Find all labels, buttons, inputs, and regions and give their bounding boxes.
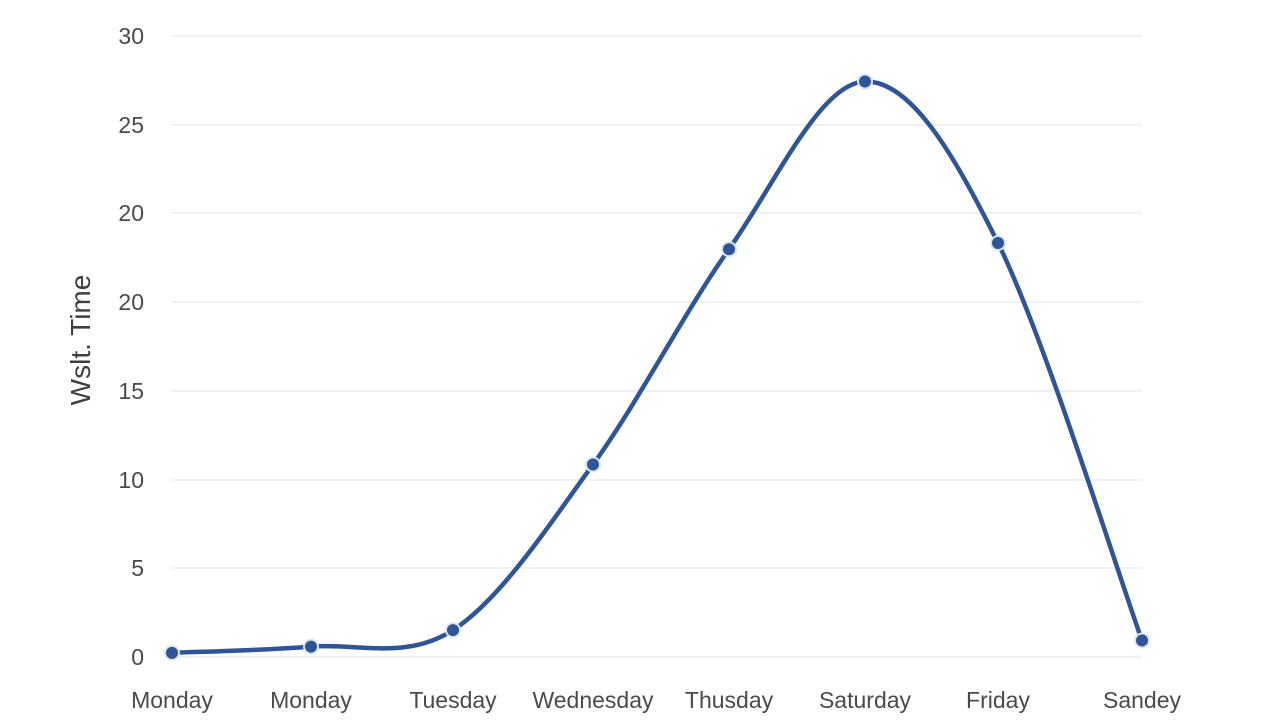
data-point bbox=[447, 624, 459, 637]
x-tick-label: Monday bbox=[270, 687, 352, 713]
x-tick-label: Wednesday bbox=[532, 687, 654, 713]
x-tick-label: Friday bbox=[966, 687, 1030, 713]
data-point bbox=[166, 646, 178, 659]
marker-layer bbox=[164, 73, 1150, 661]
series-line bbox=[169, 79, 1145, 656]
data-point bbox=[1136, 634, 1148, 647]
data-point bbox=[859, 75, 871, 88]
x-tick-label: Saturday bbox=[819, 687, 912, 713]
y-axis-title: Wslt. Time bbox=[65, 275, 96, 406]
y-tick-label: 30 bbox=[118, 23, 144, 49]
x-tick-label: Thusday bbox=[685, 687, 774, 713]
x-tick-label: Monday bbox=[131, 687, 213, 713]
series-layer bbox=[169, 79, 1145, 656]
y-axis-ticks: 0 5 10 15 20 20 25 30 bbox=[118, 23, 144, 670]
y-tick-label: 10 bbox=[118, 467, 144, 493]
y-tick-label: 15 bbox=[118, 378, 144, 404]
y-tick-label: 25 bbox=[118, 112, 144, 138]
data-point bbox=[992, 237, 1004, 249]
y-tick-label: 20 bbox=[118, 289, 144, 315]
x-axis-ticks: Monday Monday Tuesday Wednesday Thusday Satur… bbox=[131, 687, 1181, 713]
x-tick-label: Sandey bbox=[1103, 687, 1182, 713]
y-tick-label: 0 bbox=[131, 644, 144, 670]
x-tick-label: Tuesday bbox=[409, 687, 497, 713]
data-point bbox=[305, 640, 317, 653]
y-tick-label: 20 bbox=[118, 200, 144, 226]
grid-lines bbox=[172, 35, 1142, 658]
data-point bbox=[587, 458, 599, 471]
data-point bbox=[723, 243, 735, 256]
y-tick-label: 5 bbox=[131, 555, 144, 581]
